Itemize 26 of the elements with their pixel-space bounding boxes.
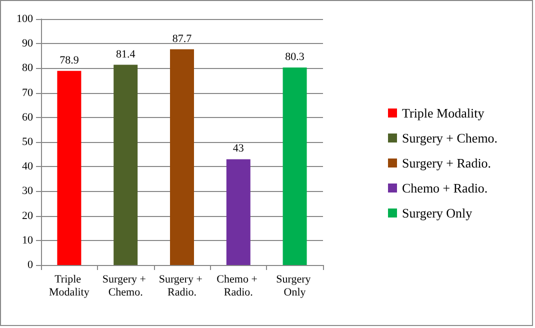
y-tick-label: 50 [22, 136, 34, 148]
y-tick-label: 20 [22, 210, 34, 222]
legend-label: Chemo + Radio. [402, 180, 488, 196]
y-tick-label: 60 [22, 111, 34, 124]
y-tick-label: 30 [22, 185, 34, 198]
data-label: 43 [232, 142, 244, 155]
data-label: 87.7 [172, 32, 192, 45]
y-tick-label: 80 [22, 62, 34, 74]
data-label: 80.3 [285, 50, 305, 63]
data-label: 81.4 [116, 48, 136, 60]
x-tick-label: Triple Modality [49, 274, 90, 298]
legend-label: Surgery + Chemo. [402, 130, 498, 146]
y-tick-label: 100 [16, 13, 34, 25]
x-tick-label: Surgery + Chemo. [102, 274, 149, 298]
data-label: 78.9 [60, 54, 80, 66]
x-tick-label: Chemo + Radio. [216, 274, 260, 298]
y-tick-label: 90 [22, 38, 34, 50]
x-tick-label: Surgery Only [276, 274, 314, 298]
legend-label: Triple Modality [402, 106, 485, 120]
legend-label: Surgery + Radio. [402, 156, 492, 170]
legend-label: Surgery Only [402, 206, 473, 220]
y-tick-label: 40 [22, 160, 34, 173]
x-tick-label: Surgery + Radio. [158, 274, 206, 298]
y-tick-label: 10 [22, 234, 34, 246]
y-tick-label: 0 [28, 259, 34, 271]
y-tick-label: 70 [22, 86, 34, 99]
